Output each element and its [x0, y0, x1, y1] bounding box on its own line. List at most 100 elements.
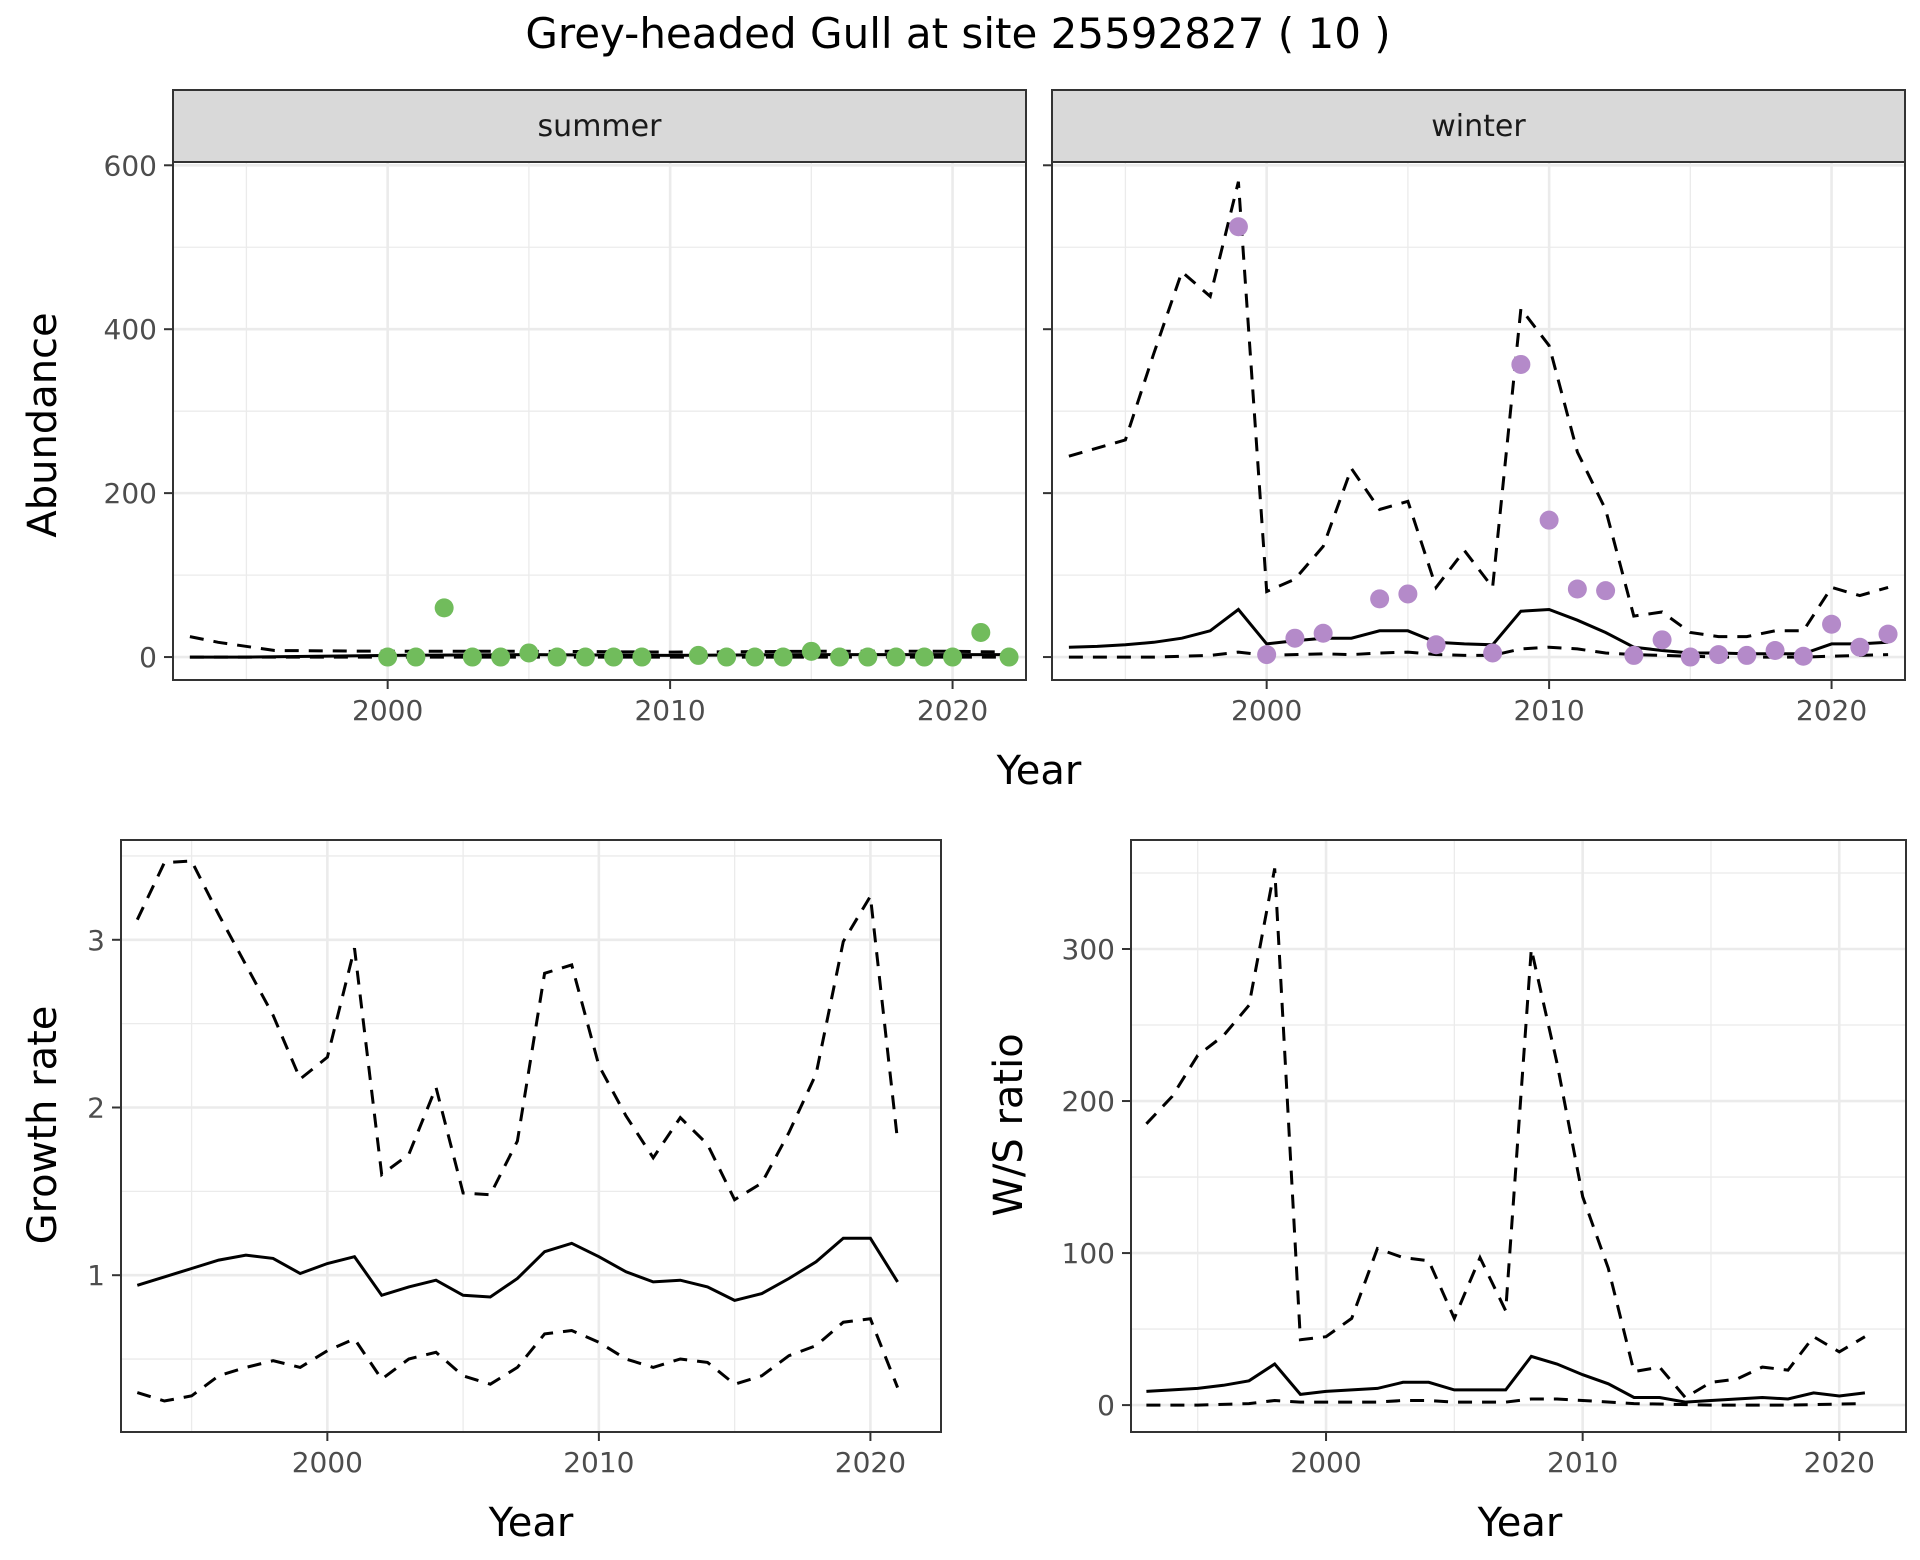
winter-panel-border: [1051, 161, 1906, 681]
summer-y-tick-label: 0: [139, 641, 157, 674]
ratio-x-axis-title: Year: [1477, 1500, 1563, 1546]
winter-observed-point: [1426, 635, 1446, 655]
ratio-y-tick-label: 0: [1097, 1389, 1115, 1422]
summer-observed-point: [971, 622, 991, 642]
winter-observed-point: [1567, 579, 1587, 599]
winter-observed-point: [1680, 647, 1700, 667]
summer-panel: summer 2000 2010 2020 0 200 400 600 Abundance: [20, 89, 1027, 727]
winter-observed-point: [1737, 645, 1757, 665]
winter-observed-point: [1257, 645, 1277, 665]
ratio-y-axis-title: W/S ratio: [986, 1033, 1032, 1216]
summer-observed-point: [491, 647, 511, 667]
winter-plot: 2000 2010 2020: [1043, 161, 1906, 727]
growth-panel: 2000 2010 2020 1 2 3 Growth rate Year: [20, 839, 942, 1546]
winter-observed-point: [1793, 646, 1813, 666]
winter-observed-point: [1370, 589, 1390, 609]
summer-observed-point: [462, 647, 482, 667]
summer-observed-point: [943, 647, 963, 667]
summer-y-tick-label: 200: [104, 477, 157, 510]
ratio-lower-line: [1146, 1397, 1865, 1407]
ratio-panel: 2000 2010 2020 0 100 200 300 W/S ratio Year: [986, 839, 1907, 1546]
winter-observed-point: [1511, 354, 1531, 374]
growth-x-tick-label: 2010: [563, 1446, 634, 1479]
winter-observed-point: [1539, 510, 1559, 530]
winter-lower-line: [1068, 645, 1889, 659]
winter-observed-point: [1850, 637, 1870, 657]
summer-observed-point: [886, 647, 906, 667]
ratio-panel-border: [1130, 839, 1907, 1433]
summer-observed-point: [406, 647, 426, 667]
growth-y-tick-label: 3: [87, 924, 105, 957]
winter-observed-point: [1822, 614, 1842, 634]
ratio-plot: 2000 2010 2020 0 100 200 300: [1062, 839, 1907, 1479]
winter-observed-point: [1878, 624, 1898, 644]
summer-panel-border: [172, 161, 1027, 681]
summer-y-axis-title: Abundance: [20, 312, 66, 537]
top-x-axis-title: Year: [996, 748, 1082, 794]
growth-x-tick-label: 2020: [835, 1446, 906, 1479]
winter-observed-point: [1652, 630, 1672, 650]
growth-y-tick-label: 2: [87, 1091, 105, 1124]
growth-lower-line: [136, 1317, 899, 1403]
winter-strip-label: winter: [1431, 109, 1526, 144]
summer-strip: [172, 89, 1027, 163]
winter-observed-point: [1228, 217, 1248, 237]
summer-observed-point: [688, 645, 708, 665]
ratio-estimate-line: [1146, 1354, 1866, 1404]
summer-x-tick-label: 2010: [634, 694, 705, 727]
summer-y-tick-label: 600: [104, 149, 157, 182]
summer-observed-point: [519, 643, 539, 663]
summer-observed-point: [717, 647, 737, 667]
summer-observed-point: [914, 647, 934, 667]
growth-series: [135, 859, 900, 1403]
ratio-x-tick-label: 2020: [1804, 1446, 1875, 1479]
summer-observed-point: [434, 598, 454, 618]
growth-upper-line: [135, 859, 900, 1202]
ratio-x-tick-label: 2000: [1290, 1446, 1361, 1479]
summer-observed-point: [773, 647, 793, 667]
summer-observed-point: [632, 647, 652, 667]
winter-observed-point: [1313, 623, 1333, 643]
summer-observed-point: [575, 647, 595, 667]
growth-plot: 2000 2010 2020 1 2 3: [87, 839, 942, 1479]
winter-observed-point: [1398, 584, 1418, 604]
summer-x-tick-label: 2020: [917, 694, 988, 727]
winter-observed-point: [1765, 640, 1785, 660]
ratio-y-tick-label: 100: [1062, 1237, 1115, 1270]
summer-observed-point: [604, 647, 624, 667]
winter-observed-point: [1285, 628, 1305, 648]
winter-upper-line: [1068, 181, 1889, 639]
winter-x-tick-label: 2010: [1513, 694, 1584, 727]
summer-observed-point: [830, 647, 850, 667]
ratio-upper-line: [1145, 868, 1866, 1400]
growth-estimate-line: [136, 1236, 899, 1302]
winter-observed-point: [1624, 645, 1644, 665]
winter-series: [1068, 181, 1898, 667]
summer-strip-label: summer: [538, 109, 663, 144]
winter-panel: winter 2000 2010 2020: [1043, 89, 1906, 727]
summer-observed-point: [999, 647, 1019, 667]
ratio-y-tick-label: 300: [1062, 933, 1115, 966]
summer-observed-point: [858, 647, 878, 667]
summer-plot: 2000 2010 2020 0 200 400 600: [104, 149, 1027, 727]
summer-upper-line: [189, 635, 1010, 654]
summer-observed-point: [547, 647, 567, 667]
summer-observed-point: [801, 641, 821, 661]
growth-y-axis-title: Growth rate: [20, 1006, 66, 1245]
ratio-series: [1145, 868, 1866, 1407]
summer-observed-point: [745, 647, 765, 667]
ratio-x-tick-label: 2010: [1547, 1446, 1618, 1479]
growth-x-axis-title: Year: [488, 1500, 574, 1546]
summer-series: [189, 598, 1019, 667]
winter-observed-point: [1596, 581, 1616, 601]
summer-observed-point: [378, 647, 398, 667]
growth-y-tick-label: 1: [87, 1259, 105, 1292]
winter-observed-point: [1709, 645, 1729, 665]
ratio-y-tick-label: 200: [1062, 1085, 1115, 1118]
growth-x-tick-label: 2000: [292, 1446, 363, 1479]
summer-x-tick-label: 2000: [352, 694, 423, 727]
winter-x-tick-label: 2020: [1796, 694, 1867, 727]
winter-observed-point: [1483, 643, 1503, 663]
growth-panel-border: [120, 839, 942, 1433]
